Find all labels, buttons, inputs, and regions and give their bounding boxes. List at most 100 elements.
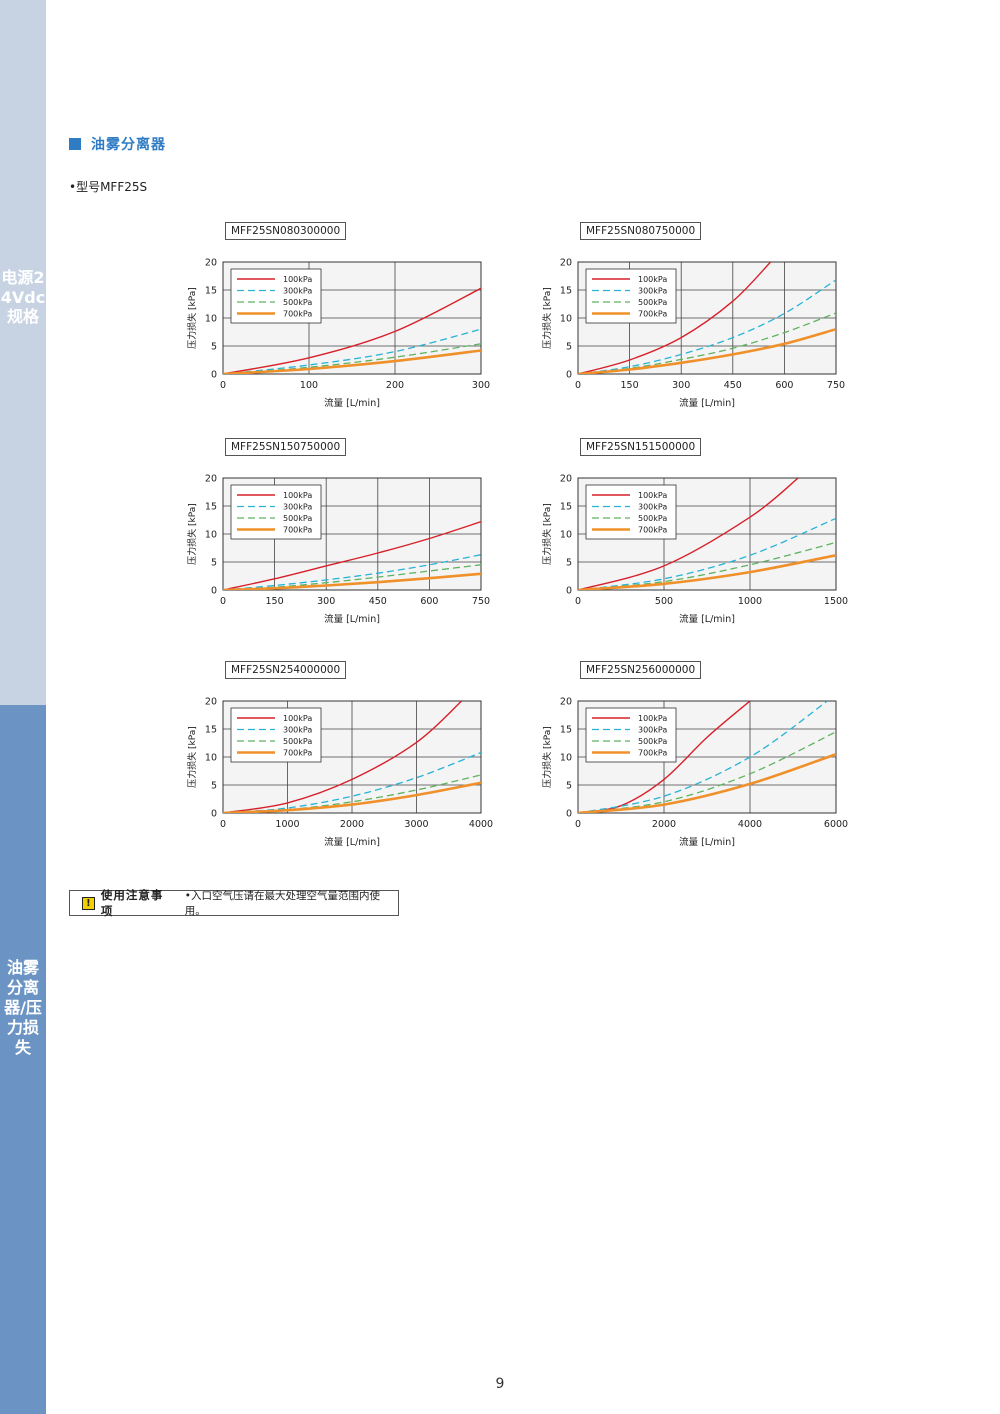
- model-line: •型号MFF25S: [69, 180, 148, 194]
- x-tick-label: 6000: [824, 819, 848, 830]
- x-tick-label: 200: [386, 380, 404, 391]
- plot-frame: [222, 700, 482, 814]
- y-tick-label: 5: [211, 558, 217, 569]
- y-tick-label: 10: [205, 530, 217, 541]
- y-axis-label: 压力损失 [kPa]: [186, 726, 198, 788]
- series-line-700kPa: [578, 752, 836, 813]
- chart-svg: 0 500 1000 1500 0 5 10 15 20 100kPa 300kPa 500kPa 70…: [541, 474, 848, 626]
- legend-label: 700kPa: [638, 526, 667, 535]
- y-tick-label: 20: [560, 258, 572, 269]
- x-tick-label: 450: [724, 380, 742, 391]
- y-axis-label: 压力损失 [kPa]: [186, 503, 198, 565]
- series-line-100kPa: [223, 521, 481, 590]
- x-tick-label: 0: [575, 596, 581, 607]
- legend-label: 300kPa: [638, 287, 667, 296]
- legend-label: 300kPa: [283, 726, 312, 735]
- y-tick-label: 15: [205, 502, 217, 513]
- x-tick-label: 4000: [738, 819, 762, 830]
- y-tick-label: 20: [205, 697, 217, 708]
- x-tick-label: 750: [472, 596, 490, 607]
- legend-label: 100kPa: [638, 714, 667, 723]
- legend-label: 500kPa: [283, 737, 312, 746]
- y-tick-label: 5: [211, 781, 217, 792]
- legend-label: 100kPa: [283, 714, 312, 723]
- legend-label: 100kPa: [283, 275, 312, 284]
- sidebar-top: [0, 0, 46, 705]
- y-tick-label: 5: [211, 342, 217, 353]
- y-tick-label: 15: [560, 502, 572, 513]
- x-tick-label: 0: [575, 380, 581, 391]
- y-tick-label: 10: [560, 753, 572, 764]
- y-tick-label: 5: [566, 781, 572, 792]
- square-bullet-icon: [69, 138, 81, 150]
- series-line-100kPa: [223, 701, 463, 813]
- legend-label: 100kPa: [638, 275, 667, 284]
- legend-label: 300kPa: [638, 503, 667, 512]
- legend-label: 500kPa: [638, 737, 667, 746]
- legend-label: 100kPa: [283, 491, 312, 500]
- x-tick-label: 3000: [404, 819, 428, 830]
- series-line-100kPa: [578, 701, 751, 813]
- notice-title: 使用注意事项: [100, 888, 164, 918]
- chart-svg: 0 2000 4000 6000 0 5 10 15 20 100kPa 300kPa 500kPa 7…: [541, 697, 848, 849]
- legend-label: 700kPa: [283, 749, 312, 758]
- legend-label: 700kPa: [638, 749, 667, 758]
- x-tick-label: 1500: [824, 596, 848, 607]
- chart-4: MFF25SN151500000 0 500 1000 1500 0 5 10 15 20 100k…: [535, 438, 865, 638]
- series-line-700kPa: [223, 349, 481, 374]
- chart-model-label: MFF25SN150750000: [225, 438, 347, 456]
- chart-svg: 0 100 200 300 0 5 10 15 20 100kPa 300kPa 500kPa 700k…: [186, 258, 490, 410]
- series-line-700kPa: [223, 572, 481, 590]
- legend-label: 500kPa: [638, 514, 667, 523]
- legend-label: 700kPa: [283, 526, 312, 535]
- y-tick-label: 15: [560, 286, 572, 297]
- x-axis-label: 流量 [L/min]: [679, 836, 735, 848]
- chart-model-label: MFF25SN080300000: [225, 222, 347, 240]
- series-line-700kPa: [223, 781, 481, 813]
- x-tick-label: 300: [317, 596, 335, 607]
- x-tick-label: 600: [775, 380, 793, 391]
- x-axis-label: 流量 [L/min]: [679, 397, 735, 409]
- notice-text: •入口空气压请在最大处理空气量范围内使用。: [184, 890, 380, 917]
- x-axis-label: 流量 [L/min]: [324, 397, 380, 409]
- y-tick-label: 15: [205, 725, 217, 736]
- legend-label: 500kPa: [283, 298, 312, 307]
- x-tick-label: 0: [575, 819, 581, 830]
- y-tick-label: 0: [211, 809, 217, 820]
- legend-label: 700kPa: [638, 310, 667, 319]
- x-tick-label: 150: [621, 380, 639, 391]
- chart-5: MFF25SN254000000 0 1000 2000 3000 4000 0 5 10 15 2…: [180, 661, 510, 861]
- plot-frame: [222, 261, 482, 375]
- x-tick-label: 0: [220, 380, 226, 391]
- x-tick-label: 2000: [340, 819, 364, 830]
- sidebar-bottom-label: 油雾分离器/压力损失: [4, 958, 42, 1057]
- x-tick-label: 150: [266, 596, 284, 607]
- y-tick-label: 10: [205, 314, 217, 325]
- legend-label: 500kPa: [283, 514, 312, 523]
- y-tick-label: 10: [560, 314, 572, 325]
- chart-model-label: MFF25SN080750000: [580, 222, 702, 240]
- x-tick-label: 300: [472, 380, 490, 391]
- plot-frame: [577, 261, 837, 375]
- series-line-300kPa: [578, 517, 836, 590]
- x-tick-label: 4000: [469, 819, 493, 830]
- x-tick-label: 1000: [738, 596, 762, 607]
- x-tick-label: 0: [220, 596, 226, 607]
- legend-label: 700kPa: [283, 310, 312, 319]
- y-tick-label: 20: [560, 474, 572, 485]
- chart-model-label: MFF25SN254000000: [225, 661, 347, 679]
- chart-2: MFF25SN080750000 0 150 300 450 600 750 0 5 10 15 20…: [535, 222, 865, 422]
- chart-3: MFF25SN150750000 0 150 300 450 600 750 0 5 10 15 20…: [180, 438, 510, 638]
- y-tick-label: 10: [205, 753, 217, 764]
- chart-1: MFF25SN080300000 0 100 200 300 0 5 10 15 20 100kPa…: [180, 222, 510, 422]
- chart-svg: 0 150 300 450 600 750 0 5 10 15 20 100kPa 300kPa 500k…: [541, 258, 845, 410]
- series-line-100kPa: [578, 478, 799, 590]
- x-axis-label: 流量 [L/min]: [324, 613, 380, 625]
- y-tick-label: 20: [205, 474, 217, 485]
- series-line-700kPa: [578, 327, 836, 374]
- y-tick-label: 5: [566, 342, 572, 353]
- series-line-100kPa: [578, 262, 772, 374]
- sidebar-bottom: [0, 705, 46, 1414]
- x-tick-label: 100: [300, 380, 318, 391]
- legend-label: 300kPa: [283, 287, 312, 296]
